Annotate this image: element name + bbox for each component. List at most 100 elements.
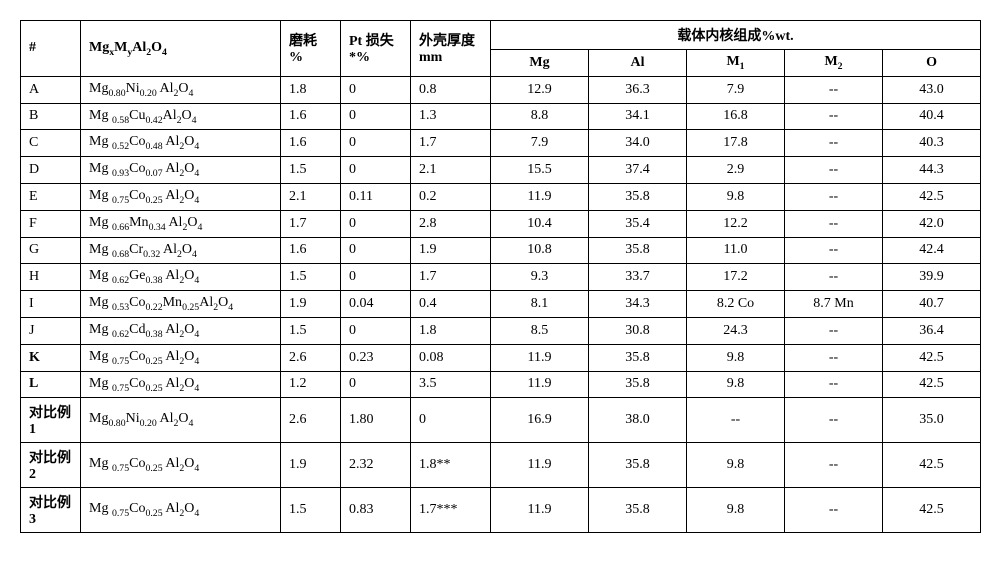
cell-m2: -- <box>785 237 883 264</box>
table-row: AMg0.80Ni0.20 Al2O41.800.812.936.37.9--4… <box>21 76 981 103</box>
cell-wear: 2.6 <box>281 344 341 371</box>
row-id: I <box>21 291 81 318</box>
header-wear-l1: 磨耗 <box>289 34 317 49</box>
cell-al: 35.4 <box>589 210 687 237</box>
table-row: 对比例 2Mg 0.75Co0.25 Al2O41.92.321.8**11.9… <box>21 443 981 488</box>
row-formula: Mg 0.75Co0.25 Al2O4 <box>81 443 281 488</box>
cell-m1: 9.8 <box>687 183 785 210</box>
cell-m1: 2.9 <box>687 157 785 184</box>
cell-shell: 0.2 <box>411 183 491 210</box>
cell-mg: 7.9 <box>491 130 589 157</box>
cell-m1: 17.2 <box>687 264 785 291</box>
row-id: A <box>21 76 81 103</box>
header-wear: 磨耗 % <box>281 21 341 77</box>
cell-m1: 17.8 <box>687 130 785 157</box>
row-formula: Mg 0.62Cd0.38 Al2O4 <box>81 317 281 344</box>
cell-pt: 2.32 <box>341 443 411 488</box>
cell-o: 42.5 <box>883 344 981 371</box>
cell-wear: 1.6 <box>281 237 341 264</box>
table-row: 对比例 1Mg0.80Ni0.20 Al2O42.61.80016.938.0-… <box>21 398 981 443</box>
table-row: BMg 0.58Cu0.42Al2O41.601.38.834.116.8--4… <box>21 103 981 130</box>
cell-shell: 0.4 <box>411 291 491 318</box>
cell-m2: -- <box>785 210 883 237</box>
cell-shell: 1.7 <box>411 264 491 291</box>
cell-wear: 1.6 <box>281 130 341 157</box>
cell-o: 42.5 <box>883 371 981 398</box>
table-row: KMg 0.75Co0.25 Al2O42.60.230.0811.935.89… <box>21 344 981 371</box>
cell-m2: -- <box>785 371 883 398</box>
cell-al: 35.8 <box>589 237 687 264</box>
row-formula: Mg 0.75Co0.25 Al2O4 <box>81 183 281 210</box>
header-pt-l2: *% <box>349 50 370 65</box>
header-al: Al <box>589 50 687 77</box>
cell-al: 34.0 <box>589 130 687 157</box>
row-id: B <box>21 103 81 130</box>
cell-mg: 11.9 <box>491 371 589 398</box>
table-row: LMg 0.75Co0.25 Al2O41.203.511.935.89.8--… <box>21 371 981 398</box>
cell-al: 34.3 <box>589 291 687 318</box>
row-formula: Mg0.80Ni0.20 Al2O4 <box>81 398 281 443</box>
cell-shell: 1.9 <box>411 237 491 264</box>
cell-pt: 0 <box>341 103 411 130</box>
table-row: 对比例 3Mg 0.75Co0.25 Al2O41.50.831.7***11.… <box>21 488 981 533</box>
cell-al: 35.8 <box>589 183 687 210</box>
header-shell-l2: mm <box>419 50 442 65</box>
cell-wear: 2.6 <box>281 398 341 443</box>
cell-o: 42.4 <box>883 237 981 264</box>
row-formula: Mg 0.52Co0.48 Al2O4 <box>81 130 281 157</box>
row-id: D <box>21 157 81 184</box>
cell-al: 35.8 <box>589 371 687 398</box>
cell-wear: 1.7 <box>281 210 341 237</box>
cell-wear: 1.8 <box>281 76 341 103</box>
cell-mg: 8.1 <box>491 291 589 318</box>
row-formula: Mg 0.75Co0.25 Al2O4 <box>81 344 281 371</box>
header-shell: 外壳厚度 mm <box>411 21 491 77</box>
row-id: 对比例 3 <box>21 488 81 533</box>
header-mg: Mg <box>491 50 589 77</box>
cell-al: 38.0 <box>589 398 687 443</box>
cell-shell: 0.8 <box>411 76 491 103</box>
row-formula: Mg 0.68Cr0.32 Al2O4 <box>81 237 281 264</box>
cell-m1: 12.2 <box>687 210 785 237</box>
cell-o: 42.5 <box>883 488 981 533</box>
cell-shell: 2.8 <box>411 210 491 237</box>
cell-m1: 16.8 <box>687 103 785 130</box>
cell-shell: 1.7 <box>411 130 491 157</box>
cell-pt: 0.83 <box>341 488 411 533</box>
table-row: JMg 0.62Cd0.38 Al2O41.501.88.530.824.3--… <box>21 317 981 344</box>
cell-shell: 1.3 <box>411 103 491 130</box>
row-id: L <box>21 371 81 398</box>
cell-mg: 10.4 <box>491 210 589 237</box>
cell-mg: 12.9 <box>491 76 589 103</box>
cell-m1: 8.2 Co <box>687 291 785 318</box>
cell-wear: 1.5 <box>281 264 341 291</box>
cell-al: 37.4 <box>589 157 687 184</box>
cell-m2: -- <box>785 183 883 210</box>
cell-m2: -- <box>785 76 883 103</box>
cell-al: 35.8 <box>589 443 687 488</box>
cell-m1: 24.3 <box>687 317 785 344</box>
cell-mg: 11.9 <box>491 344 589 371</box>
cell-o: 43.0 <box>883 76 981 103</box>
cell-al: 35.8 <box>589 488 687 533</box>
cell-m1: 11.0 <box>687 237 785 264</box>
cell-wear: 1.9 <box>281 443 341 488</box>
table-row: HMg 0.62Ge0.38 Al2O41.501.79.333.717.2--… <box>21 264 981 291</box>
row-formula: Mg 0.53Co0.22Mn0.25Al2O4 <box>81 291 281 318</box>
cell-o: 39.9 <box>883 264 981 291</box>
cell-m2: -- <box>785 130 883 157</box>
cell-m2: -- <box>785 264 883 291</box>
cell-pt: 0 <box>341 237 411 264</box>
cell-mg: 8.8 <box>491 103 589 130</box>
cell-pt: 0 <box>341 371 411 398</box>
cell-pt: 0 <box>341 210 411 237</box>
table-row: EMg 0.75Co0.25 Al2O42.10.110.211.935.89.… <box>21 183 981 210</box>
cell-mg: 9.3 <box>491 264 589 291</box>
cell-o: 42.0 <box>883 210 981 237</box>
header-formula: MgxMyAl2O4 <box>81 21 281 77</box>
row-id: C <box>21 130 81 157</box>
table-row: CMg 0.52Co0.48 Al2O41.601.77.934.017.8--… <box>21 130 981 157</box>
cell-pt: 0 <box>341 130 411 157</box>
cell-wear: 1.5 <box>281 157 341 184</box>
cell-al: 30.8 <box>589 317 687 344</box>
